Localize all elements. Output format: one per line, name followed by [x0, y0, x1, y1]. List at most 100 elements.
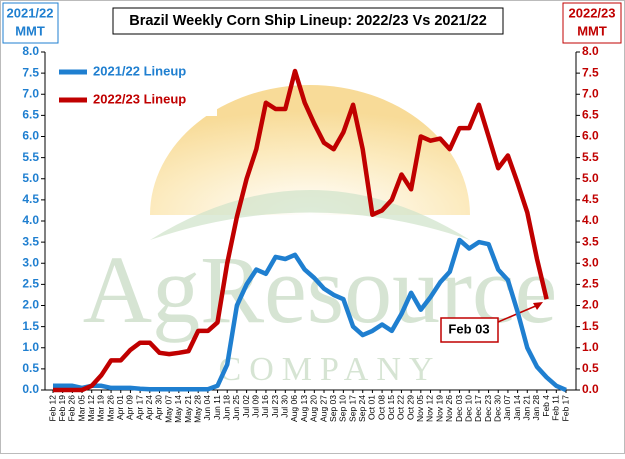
- y2-tick-label: 8.0: [582, 44, 599, 58]
- y-axis-label: 2021/22: [7, 5, 54, 20]
- y2-tick-label: 2.0: [582, 298, 599, 312]
- x-tick-label: Jul 02: [241, 395, 251, 418]
- watermark-sun: [150, 85, 470, 215]
- x-tick-label: Apr 30: [154, 395, 164, 420]
- x-tick-label: Nov 05: [415, 395, 425, 422]
- x-tick-label: Dec 03: [454, 395, 464, 422]
- legend-label: 2022/23 Lineup: [93, 91, 186, 106]
- x-tick-label: Sep 17: [347, 395, 357, 422]
- legend-box: [57, 58, 217, 116]
- y2-tick-label: 5.0: [582, 171, 599, 185]
- y2-tick-label: 3.0: [582, 255, 599, 269]
- annotation: Feb 03: [448, 321, 489, 336]
- chart-title: Brazil Weekly Corn Ship Lineup: 2022/23 …: [129, 13, 487, 29]
- y2-tick-label: 7.5: [582, 65, 599, 79]
- y-tick-label: 2.5: [22, 277, 39, 291]
- x-tick-label: Jan 14: [512, 395, 522, 421]
- x-tick-label: Oct 01: [367, 395, 377, 420]
- x-tick-label: Jul 30: [280, 395, 290, 418]
- y-tick-label: 6.0: [22, 129, 39, 143]
- x-tick-label: Feb 19: [57, 395, 67, 422]
- y2-tick-label: 6.0: [582, 129, 599, 143]
- x-tick-label: Oct 15: [386, 395, 396, 420]
- x-tick-label: Jan 21: [522, 395, 532, 421]
- x-tick-label: Feb 26: [67, 395, 77, 422]
- x-tick-label: Jun 25: [231, 395, 241, 421]
- x-tick-label: Sep 24: [357, 395, 367, 422]
- x-tick-label: Jan 28: [531, 395, 541, 421]
- y2-tick-label: 2.5: [582, 277, 599, 291]
- y2-axis-label: MMT: [577, 23, 607, 38]
- x-tick-label: Jul 09: [251, 395, 261, 418]
- x-tick-label: Dec 10: [463, 395, 473, 422]
- x-tick-label: Apr 24: [144, 395, 154, 420]
- x-tick-label: May 14: [173, 395, 183, 423]
- x-tick-label: May 07: [163, 395, 173, 423]
- x-tick-label: Jul 16: [260, 395, 270, 418]
- x-tick-label: May 21: [183, 395, 193, 423]
- x-tick-label: Dec 17: [473, 395, 483, 422]
- y-tick-label: 0.5: [22, 361, 39, 375]
- x-tick-label: Apr 09: [125, 395, 135, 420]
- y-tick-label: 2.0: [22, 298, 39, 312]
- y-tick-label: 7.0: [22, 86, 39, 100]
- y-tick-label: 5.0: [22, 171, 39, 185]
- y2-tick-label: 4.5: [582, 192, 599, 206]
- x-tick-label: May 28: [192, 395, 202, 423]
- y-tick-label: 1.0: [22, 340, 39, 354]
- x-tick-label: Mar 26: [105, 395, 115, 422]
- x-tick-label: Feb 11: [551, 395, 561, 421]
- y-tick-label: 5.5: [22, 150, 39, 164]
- x-tick-label: Apr 01: [115, 395, 125, 420]
- x-tick-label: Mar 19: [96, 395, 106, 422]
- x-tick-label: Sep 10: [338, 395, 348, 422]
- x-tick-label: Dec 23: [483, 395, 493, 422]
- watermark-sub: COMPANY: [219, 351, 442, 388]
- y2-tick-label: 1.0: [582, 340, 599, 354]
- y-tick-label: 7.5: [22, 65, 39, 79]
- x-tick-label: Aug 06: [289, 395, 299, 422]
- y-label-box: [2, 2, 59, 44]
- y-tick-label: 8.0: [22, 44, 39, 58]
- x-tick-label: Jun 11: [212, 395, 222, 420]
- y-tick-label: 6.5: [22, 108, 39, 122]
- x-tick-label: Dec 30: [492, 395, 502, 422]
- x-tick-label: Jun 04: [202, 395, 212, 421]
- title-box: [112, 7, 504, 35]
- x-tick-label: Nov 26: [444, 395, 454, 422]
- x-tick-label: Aug 27: [318, 395, 328, 422]
- annotation-box: [440, 317, 499, 343]
- y-tick-label: 0.0: [22, 382, 39, 396]
- x-tick-label: Nov 19: [434, 395, 444, 422]
- legend-label: 2021/22 Lineup: [93, 63, 186, 78]
- x-tick-label: Oct 22: [396, 395, 406, 420]
- x-tick-label: Apr 17: [134, 395, 144, 420]
- y2-axis-label: 2022/23: [569, 5, 616, 20]
- y-tick-label: 3.5: [22, 234, 39, 248]
- x-tick-label: Oct 29: [405, 395, 415, 420]
- y-axis-label: MMT: [15, 23, 45, 38]
- x-tick-label: Sep 03: [328, 395, 338, 422]
- series-line: [53, 237, 567, 393]
- y2-label-box: [562, 2, 622, 44]
- y2-tick-label: 1.5: [582, 319, 599, 333]
- x-tick-label: Feb 17: [560, 395, 570, 422]
- y2-tick-label: 3.5: [582, 234, 599, 248]
- y-tick-label: 3.0: [22, 255, 39, 269]
- y2-tick-label: 6.5: [582, 108, 599, 122]
- y-tick-label: 4.0: [22, 213, 39, 227]
- y-tick-label: 4.5: [22, 192, 39, 206]
- y2-tick-label: 5.5: [582, 150, 599, 164]
- x-tick-label: Feb 12: [47, 395, 57, 422]
- y2-tick-label: 4.0: [582, 213, 599, 227]
- x-tick-label: Aug 13: [299, 395, 309, 422]
- series-line: [53, 68, 549, 393]
- y2-tick-label: 0.5: [582, 361, 599, 375]
- x-tick-label: Jun 18: [221, 395, 231, 421]
- annotation-arrowhead: [533, 302, 543, 310]
- x-tick-label: Aug 20: [309, 395, 319, 422]
- x-tick-label: Oct 08: [376, 395, 386, 420]
- x-tick-label: Jan 07: [502, 395, 512, 421]
